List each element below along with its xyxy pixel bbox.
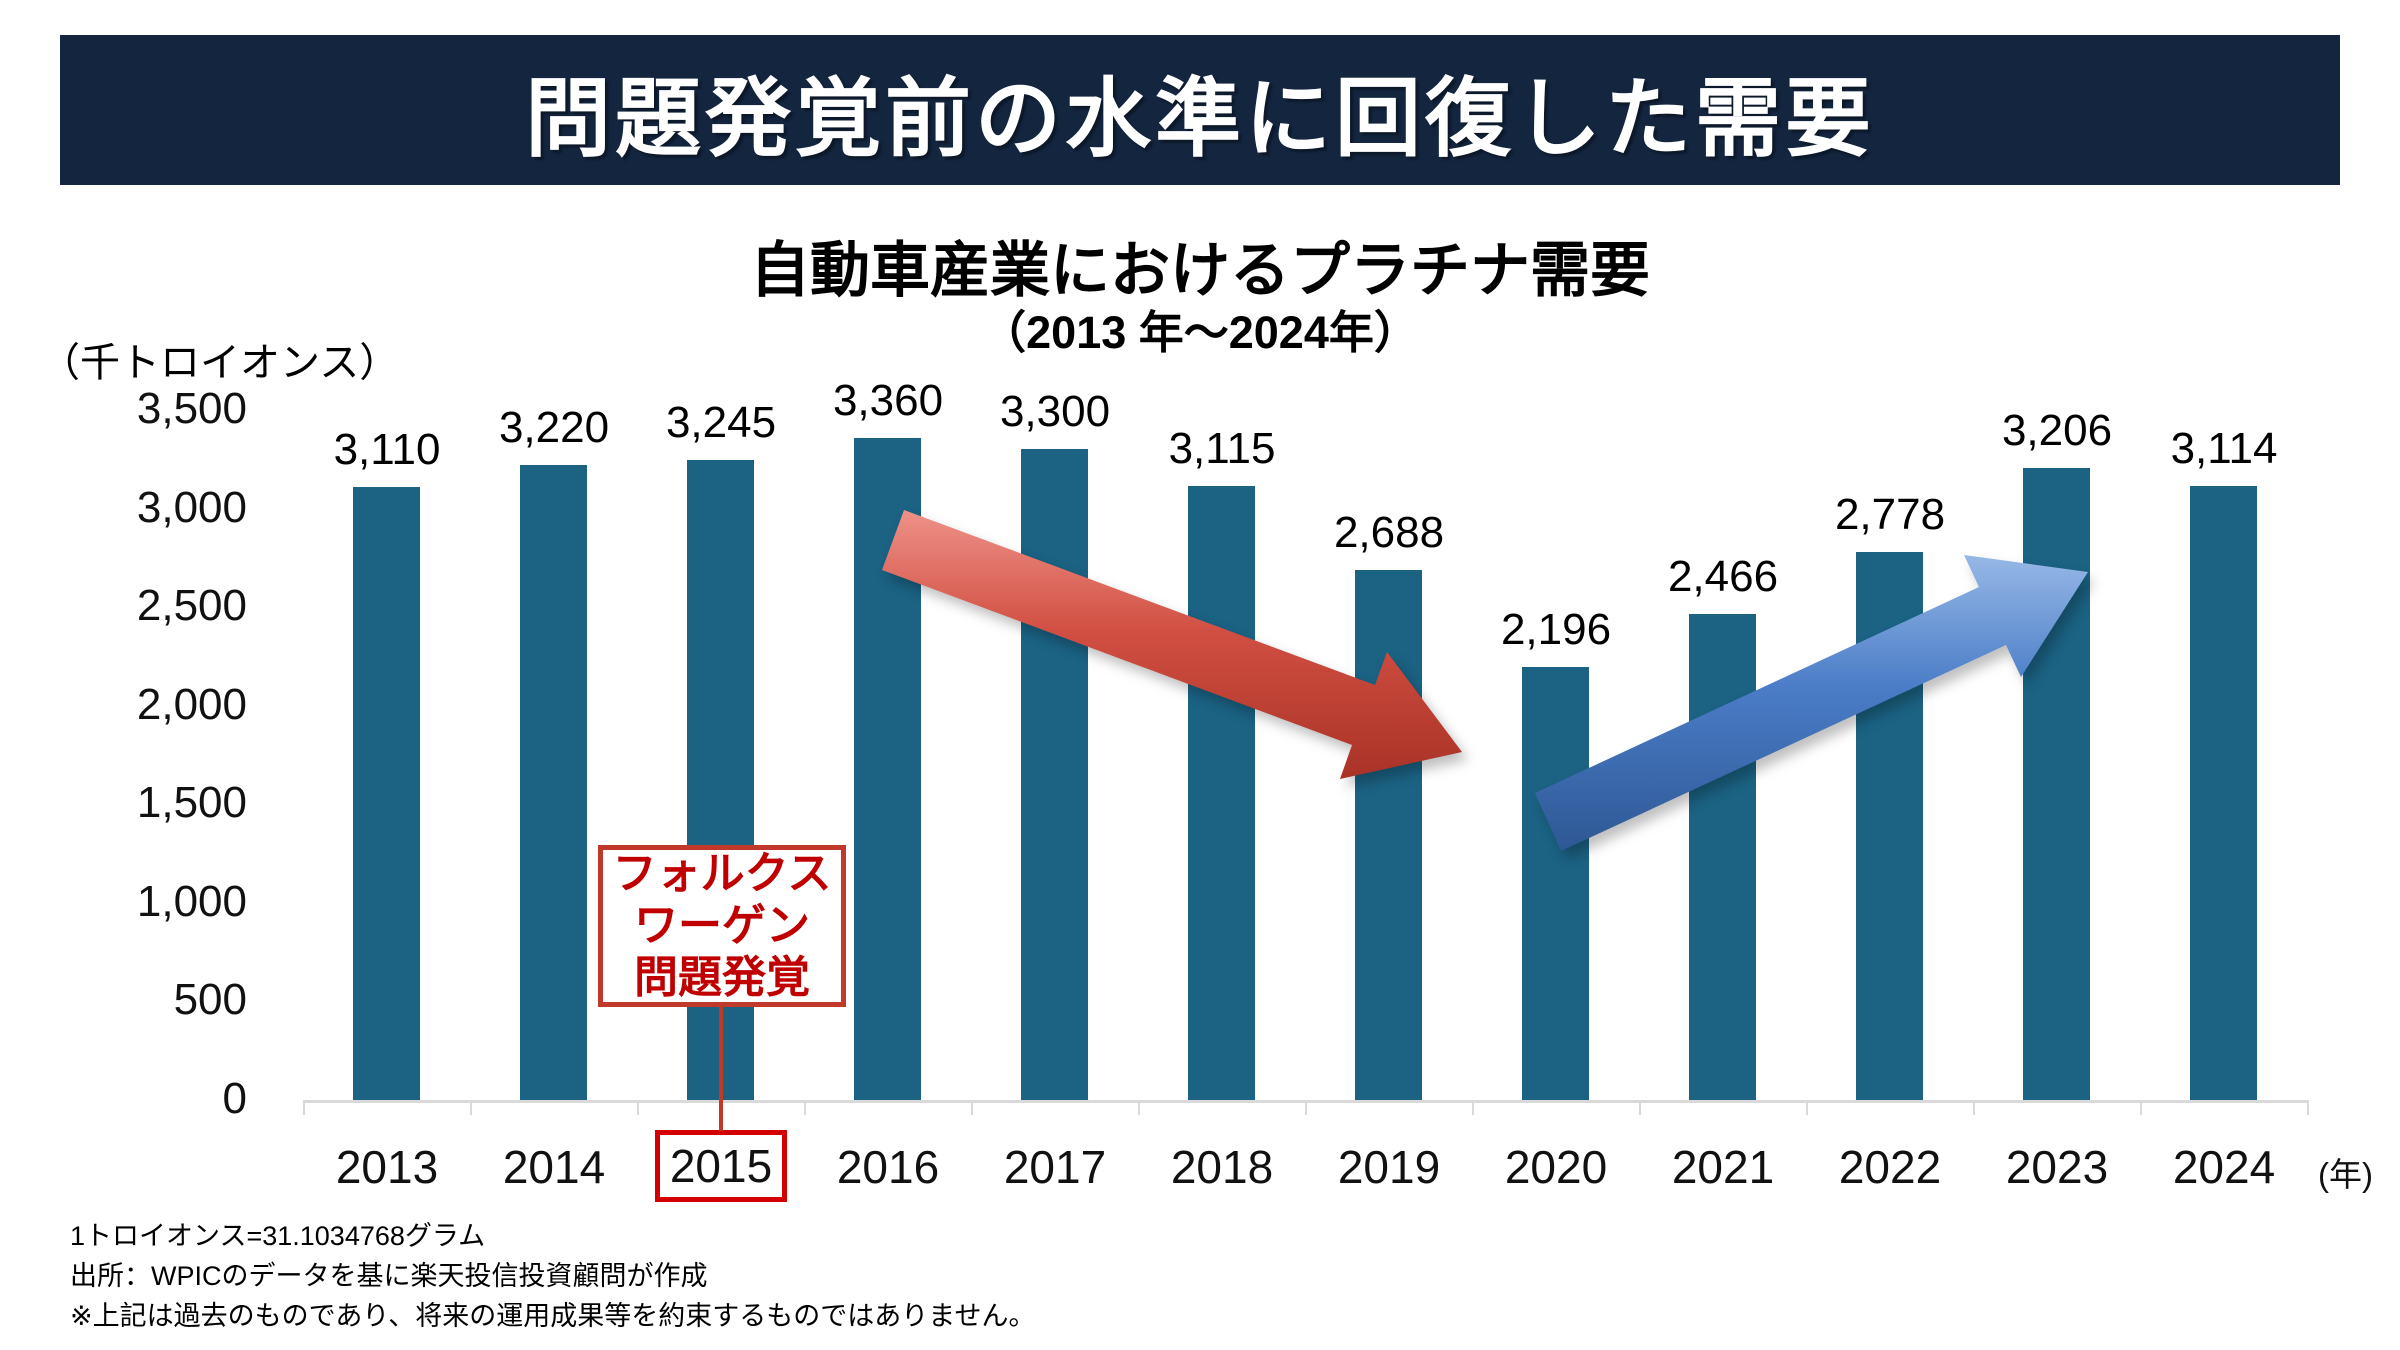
chart-subtitle: （2013 年〜2024年）	[981, 307, 1419, 358]
x-tick-label-2015: 2015	[655, 1130, 787, 1202]
footnote-disclaimer: ※上記は過去のものであり、将来の運用成果等を約束するものではありません。	[70, 1301, 1036, 1331]
bar-2020	[1522, 667, 1589, 1100]
x-tick-label-2021: 2021	[1671, 1141, 1775, 1193]
chart-title: 自動車産業におけるプラチナ需要	[750, 237, 1650, 304]
bar-2018	[1188, 486, 1255, 1100]
footnotes: 1トロイオンス=31.1034768グラム 出所：WPICのデータを基に楽天投信…	[70, 1216, 1035, 1336]
vw-annotation-line1: フォルクス	[612, 849, 832, 898]
bar-value-label-2024: 3,114	[2170, 424, 2278, 473]
bar-value-label-2014: 3,220	[498, 403, 610, 452]
bar-value-label-2019: 2,688	[1333, 508, 1445, 557]
x-tick-label-2020: 2020	[1504, 1141, 1608, 1193]
x-axis-tick	[1138, 1100, 1140, 1115]
x-axis-tick	[1806, 1100, 1808, 1115]
x-axis-tick	[1472, 1100, 1474, 1115]
x-tick-label-2019: 2019	[1337, 1141, 1441, 1193]
bar-value-label-2018: 3,115	[1168, 424, 1276, 473]
x-tick-label-2017: 2017	[1003, 1141, 1107, 1193]
bar-value-label-2016: 3,360	[832, 376, 944, 425]
bar-2017	[1021, 449, 1088, 1100]
bar-2014	[520, 465, 587, 1100]
bar-2013	[353, 487, 420, 1100]
x-tick-label-2022: 2022	[1838, 1141, 1942, 1193]
x-axis-tick	[1973, 1100, 1975, 1115]
bar-2016	[854, 438, 921, 1100]
x-axis-tick	[2307, 1100, 2309, 1115]
footnote-source: 出所：WPICのデータを基に楽天投信投資顧問が作成	[70, 1261, 708, 1291]
x-axis-tick	[637, 1100, 639, 1115]
y-tick-label: 2,500	[136, 581, 247, 631]
bar-value-label-2015: 3,245	[665, 398, 777, 447]
x-axis-tick	[1305, 1100, 1307, 1115]
vw-annotation-connector-line	[719, 1006, 723, 1131]
x-axis-tick	[804, 1100, 806, 1115]
bar-value-label-2022: 2,778	[1834, 490, 1946, 539]
bar-2022	[1856, 552, 1923, 1100]
x-tick-label-2018: 2018	[1170, 1141, 1274, 1193]
y-tick-label: 2,000	[136, 679, 247, 729]
page-title: 問題発覚前の水準に回復した需要	[525, 70, 1875, 167]
bar-2024	[2190, 486, 2257, 1100]
bar-value-label-2020: 2,196	[1500, 605, 1612, 654]
y-tick-label: 3,500	[136, 384, 247, 433]
bar-value-label-2021: 2,466	[1667, 552, 1779, 601]
x-tick-label-2024: 2024	[2172, 1141, 2276, 1193]
footnote-conversion: 1トロイオンス=31.1034768グラム	[70, 1221, 486, 1251]
x-axis-tick	[1639, 1100, 1641, 1115]
x-axis-tick	[971, 1100, 973, 1115]
x-tick-label-2014: 2014	[502, 1141, 606, 1193]
y-tick-label: 500	[173, 975, 247, 1025]
bar-value-label-2013: 3,110	[333, 425, 441, 474]
bar-value-label-2023: 3,206	[2001, 406, 2113, 455]
x-axis-year-suffix: (年)	[2318, 1156, 2373, 1193]
bar-2019	[1355, 570, 1422, 1100]
x-tick-label-2016: 2016	[836, 1141, 940, 1193]
x-tick-label-2013: 2013	[335, 1141, 439, 1193]
y-tick-label: 3,000	[136, 482, 247, 532]
x-axis-tick	[303, 1100, 305, 1115]
x-tick-label-2023: 2023	[2005, 1141, 2109, 1193]
vw-annotation-line3: 問題発覚	[634, 953, 810, 1002]
y-tick-label: 1,000	[136, 876, 247, 926]
x-axis-tick	[470, 1100, 472, 1115]
y-axis-unit-label: （千トロイオンス）	[40, 341, 400, 385]
bar-2021	[1689, 614, 1756, 1100]
bar-2023	[2023, 468, 2090, 1100]
bar-value-label-2017: 3,300	[999, 387, 1111, 436]
vw-annotation-box: フォルクス ワーゲン 問題発覚	[598, 845, 846, 1007]
y-tick-label: 1,500	[136, 778, 247, 828]
x-axis-tick	[2140, 1100, 2142, 1115]
header-band: 問題発覚前の水準に回復した需要	[60, 35, 2340, 185]
y-tick-label: 0	[222, 1074, 247, 1123]
vw-annotation-line2: ワーゲン	[634, 901, 810, 950]
